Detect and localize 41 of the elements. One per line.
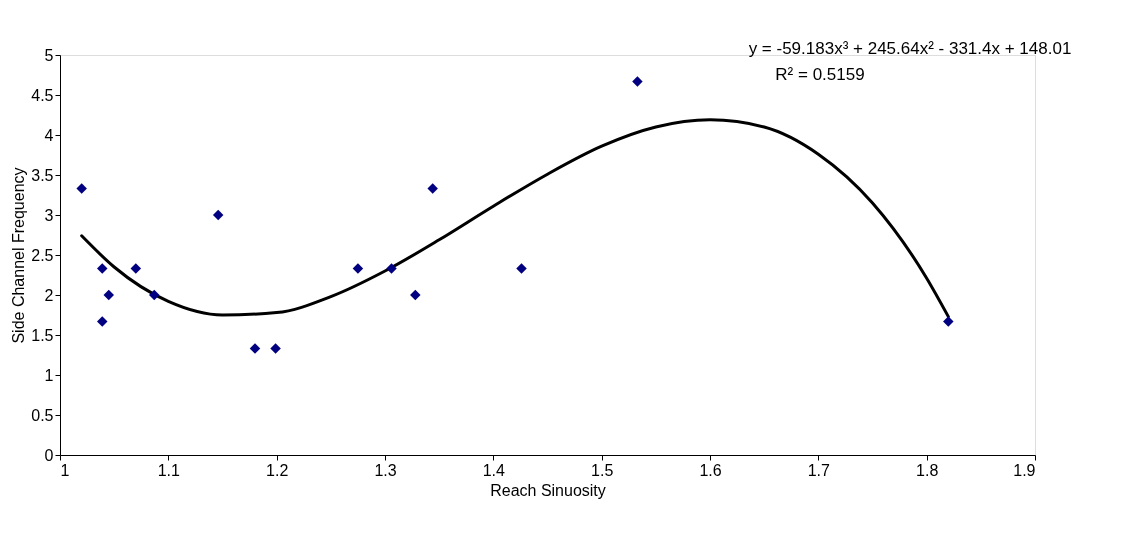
- x-tick-label: 1.3: [374, 461, 397, 479]
- y-tick-label: 0: [44, 446, 54, 464]
- point: [516, 263, 527, 274]
- point: [97, 263, 108, 274]
- point: [76, 183, 87, 194]
- x-tick-label: 1.2: [266, 461, 289, 479]
- y-tick-label: 3: [44, 206, 54, 224]
- point: [149, 289, 160, 301]
- x-tick-label: 1.1: [157, 461, 181, 479]
- y-tick-label: 5: [44, 46, 54, 64]
- y-tick-label: 2.5: [31, 246, 54, 264]
- y-axis-title: Side Channel Frequency: [10, 167, 28, 344]
- point: [352, 263, 364, 274]
- annotation: R² = 0.5159: [775, 65, 865, 84]
- x-axis-title: Reach Sinuosity: [490, 481, 606, 499]
- x-tick-label: 1.7: [807, 461, 831, 479]
- annotation: y = -59.183x³ + 245.64x² - 331.4x + 148.01: [748, 39, 1072, 58]
- point: [97, 316, 108, 327]
- x-tick-label: 1.4: [482, 461, 506, 479]
- x-tick-label: 1.9: [1013, 461, 1036, 479]
- point: [943, 316, 954, 327]
- y-tick-label: 3.5: [31, 166, 54, 184]
- x-tick-label: 1.6: [699, 461, 722, 479]
- point: [632, 76, 643, 87]
- x-tick-label: 1.8: [916, 461, 939, 479]
- point: [386, 263, 397, 274]
- point: [249, 343, 261, 354]
- point: [212, 209, 224, 221]
- point: [103, 289, 114, 301]
- point: [410, 289, 421, 301]
- y-tick-label: 4: [44, 126, 54, 144]
- y-tick-label: 1.5: [31, 326, 54, 344]
- y-tick-label: 4.5: [31, 86, 54, 104]
- y-tick-label: 1: [44, 366, 54, 384]
- point: [270, 343, 281, 354]
- y-tick-label: 2: [44, 286, 54, 304]
- y-tick-label: 0.5: [31, 406, 54, 424]
- x-tick-label: 1.5: [591, 461, 614, 479]
- point: [130, 263, 142, 274]
- point: [427, 183, 438, 194]
- x-tick-label: 1: [60, 461, 70, 479]
